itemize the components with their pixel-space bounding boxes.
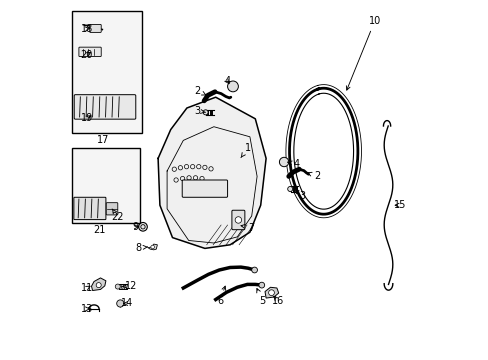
Text: 4: 4 (287, 159, 299, 169)
Polygon shape (264, 287, 278, 298)
Circle shape (251, 267, 257, 273)
Text: 20: 20 (81, 50, 93, 60)
Circle shape (235, 217, 241, 223)
FancyBboxPatch shape (89, 24, 101, 32)
FancyBboxPatch shape (72, 148, 140, 223)
Text: 11: 11 (81, 283, 93, 293)
Text: 9: 9 (132, 222, 138, 232)
Text: 17: 17 (97, 135, 109, 145)
Text: 12: 12 (122, 281, 137, 291)
Circle shape (117, 300, 123, 307)
Text: 3: 3 (294, 189, 305, 201)
Text: 19: 19 (81, 113, 93, 123)
FancyBboxPatch shape (74, 95, 136, 119)
Text: 4: 4 (224, 76, 230, 86)
Circle shape (287, 186, 292, 192)
Text: 2: 2 (193, 86, 205, 96)
Circle shape (141, 225, 145, 229)
Circle shape (268, 290, 274, 296)
Circle shape (115, 284, 120, 289)
Text: 18: 18 (81, 24, 93, 34)
FancyBboxPatch shape (72, 11, 142, 133)
FancyBboxPatch shape (79, 47, 101, 57)
Text: 8: 8 (135, 243, 147, 253)
Text: 7: 7 (241, 222, 254, 233)
Text: 10: 10 (346, 16, 380, 90)
Polygon shape (158, 97, 265, 248)
Text: 16: 16 (271, 296, 283, 306)
FancyBboxPatch shape (182, 180, 227, 197)
Circle shape (151, 245, 154, 249)
Circle shape (96, 283, 101, 288)
FancyBboxPatch shape (106, 203, 118, 215)
FancyBboxPatch shape (231, 210, 244, 230)
Text: 3: 3 (194, 106, 205, 116)
Circle shape (258, 282, 264, 288)
Polygon shape (148, 244, 157, 250)
Text: 6: 6 (217, 286, 225, 306)
Text: 14: 14 (121, 298, 133, 309)
Circle shape (227, 81, 238, 92)
Text: 22: 22 (111, 209, 124, 222)
Text: 15: 15 (393, 200, 406, 210)
Circle shape (139, 222, 147, 231)
Text: 13: 13 (81, 304, 93, 314)
Text: 1: 1 (241, 143, 251, 158)
Text: 21: 21 (93, 225, 106, 235)
Circle shape (279, 157, 288, 167)
FancyBboxPatch shape (74, 197, 106, 220)
Polygon shape (91, 278, 106, 291)
Text: 2: 2 (307, 171, 320, 181)
Text: 5: 5 (256, 289, 265, 306)
Circle shape (203, 110, 208, 115)
